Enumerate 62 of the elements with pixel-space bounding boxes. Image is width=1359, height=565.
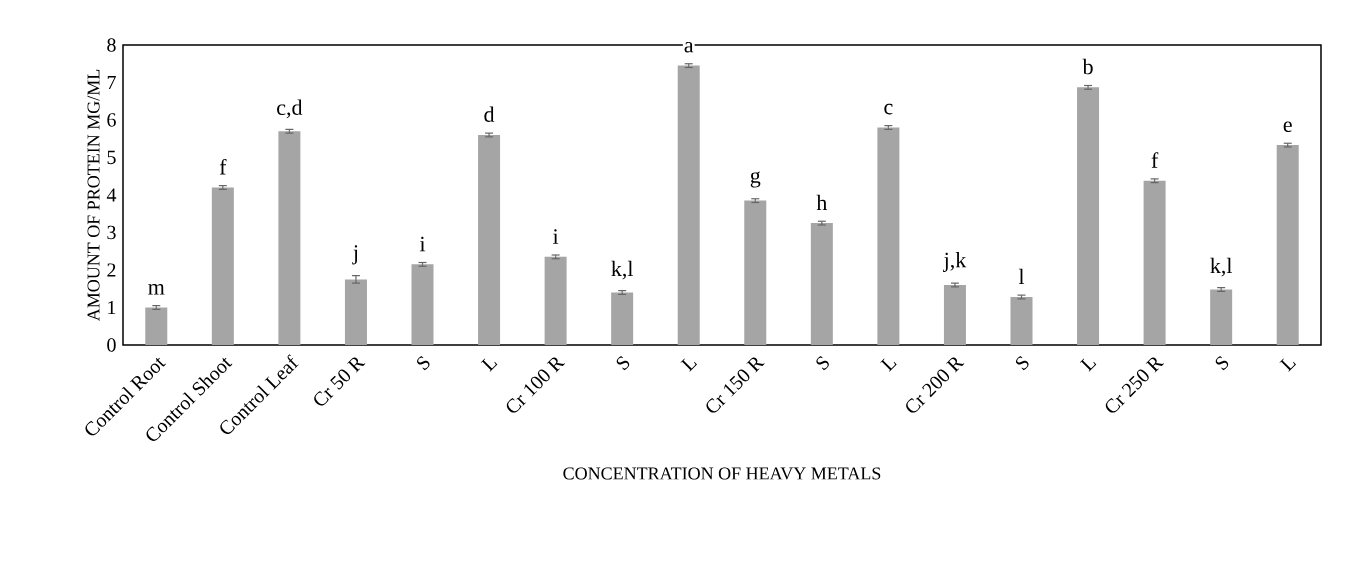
y-axis-title: AMOUNT OF PROTEIN MG/ML: [87, 69, 100, 322]
annotation: b: [1082, 58, 1093, 75]
x-tick-label: Cr 250 R: [1105, 357, 1164, 413]
bar: [943, 285, 966, 345]
annotation: c,d: [277, 99, 303, 119]
annotation: h: [816, 194, 828, 211]
y-tick-label: 5: [107, 150, 116, 165]
x-tick-label: L: [1279, 358, 1297, 372]
bar: [877, 127, 900, 345]
annotation: d: [484, 106, 495, 122]
y-tick-label: 8: [107, 38, 116, 52]
bar: [478, 135, 501, 345]
annotation: g: [750, 171, 761, 188]
y-tick-label: 0: [107, 338, 116, 352]
x-tick-label: Cr 100 R: [506, 357, 565, 413]
annotation: j: [352, 245, 358, 265]
bar: [344, 279, 367, 345]
annotation: e: [1283, 121, 1292, 133]
x-tick-label: S: [1016, 355, 1029, 371]
bar: [1077, 87, 1100, 345]
annotation: i: [553, 229, 559, 244]
x-tick-label: L: [1079, 358, 1097, 372]
annotation: f: [219, 158, 227, 175]
x-tick-label: S: [816, 355, 829, 371]
x-tick-label: Cr 50 R: [314, 357, 366, 406]
bar: [810, 223, 833, 345]
y-tick-label: 7: [107, 75, 116, 90]
bar: [278, 131, 301, 345]
x-tick-label: S: [1215, 355, 1229, 371]
y-tick-label: 1: [108, 300, 116, 315]
y-tick-label: 4: [106, 188, 117, 202]
bar: [1010, 297, 1033, 345]
x-tick-label: L: [880, 358, 897, 372]
x-tick-label: L: [480, 358, 498, 372]
x-tick-label: S: [417, 355, 430, 371]
annotation: l: [1018, 268, 1025, 284]
bar: [1143, 180, 1166, 345]
annotation: j,k: [943, 251, 967, 272]
bar: [211, 187, 234, 345]
bar: [544, 256, 567, 345]
bar: [1210, 289, 1233, 345]
y-tick-label: 6: [107, 113, 116, 127]
bar: [744, 200, 767, 345]
y-tick-label: 3: [107, 225, 116, 240]
bar: [411, 264, 434, 345]
x-tick-label: Cr 150 R: [706, 357, 765, 413]
annotation: k,l: [611, 260, 634, 280]
annotation: f: [1151, 152, 1159, 168]
x-tick-label: S: [616, 355, 630, 371]
annotation: k,l: [1210, 257, 1233, 277]
bar: [611, 292, 634, 345]
x-tick-label: L: [680, 358, 698, 372]
annotation: m: [148, 284, 165, 295]
annotation: a: [684, 42, 694, 53]
x-tick-label: Cr 200 R: [906, 357, 965, 413]
bar: [677, 65, 700, 345]
annotation: c: [884, 103, 893, 115]
annotation: i: [419, 236, 426, 252]
x-axis-title: CONCENTRATION OF HEAVY METALS: [563, 467, 881, 480]
y-tick-label: 2: [107, 263, 116, 277]
bar: [145, 307, 168, 345]
bar: [1276, 145, 1299, 345]
